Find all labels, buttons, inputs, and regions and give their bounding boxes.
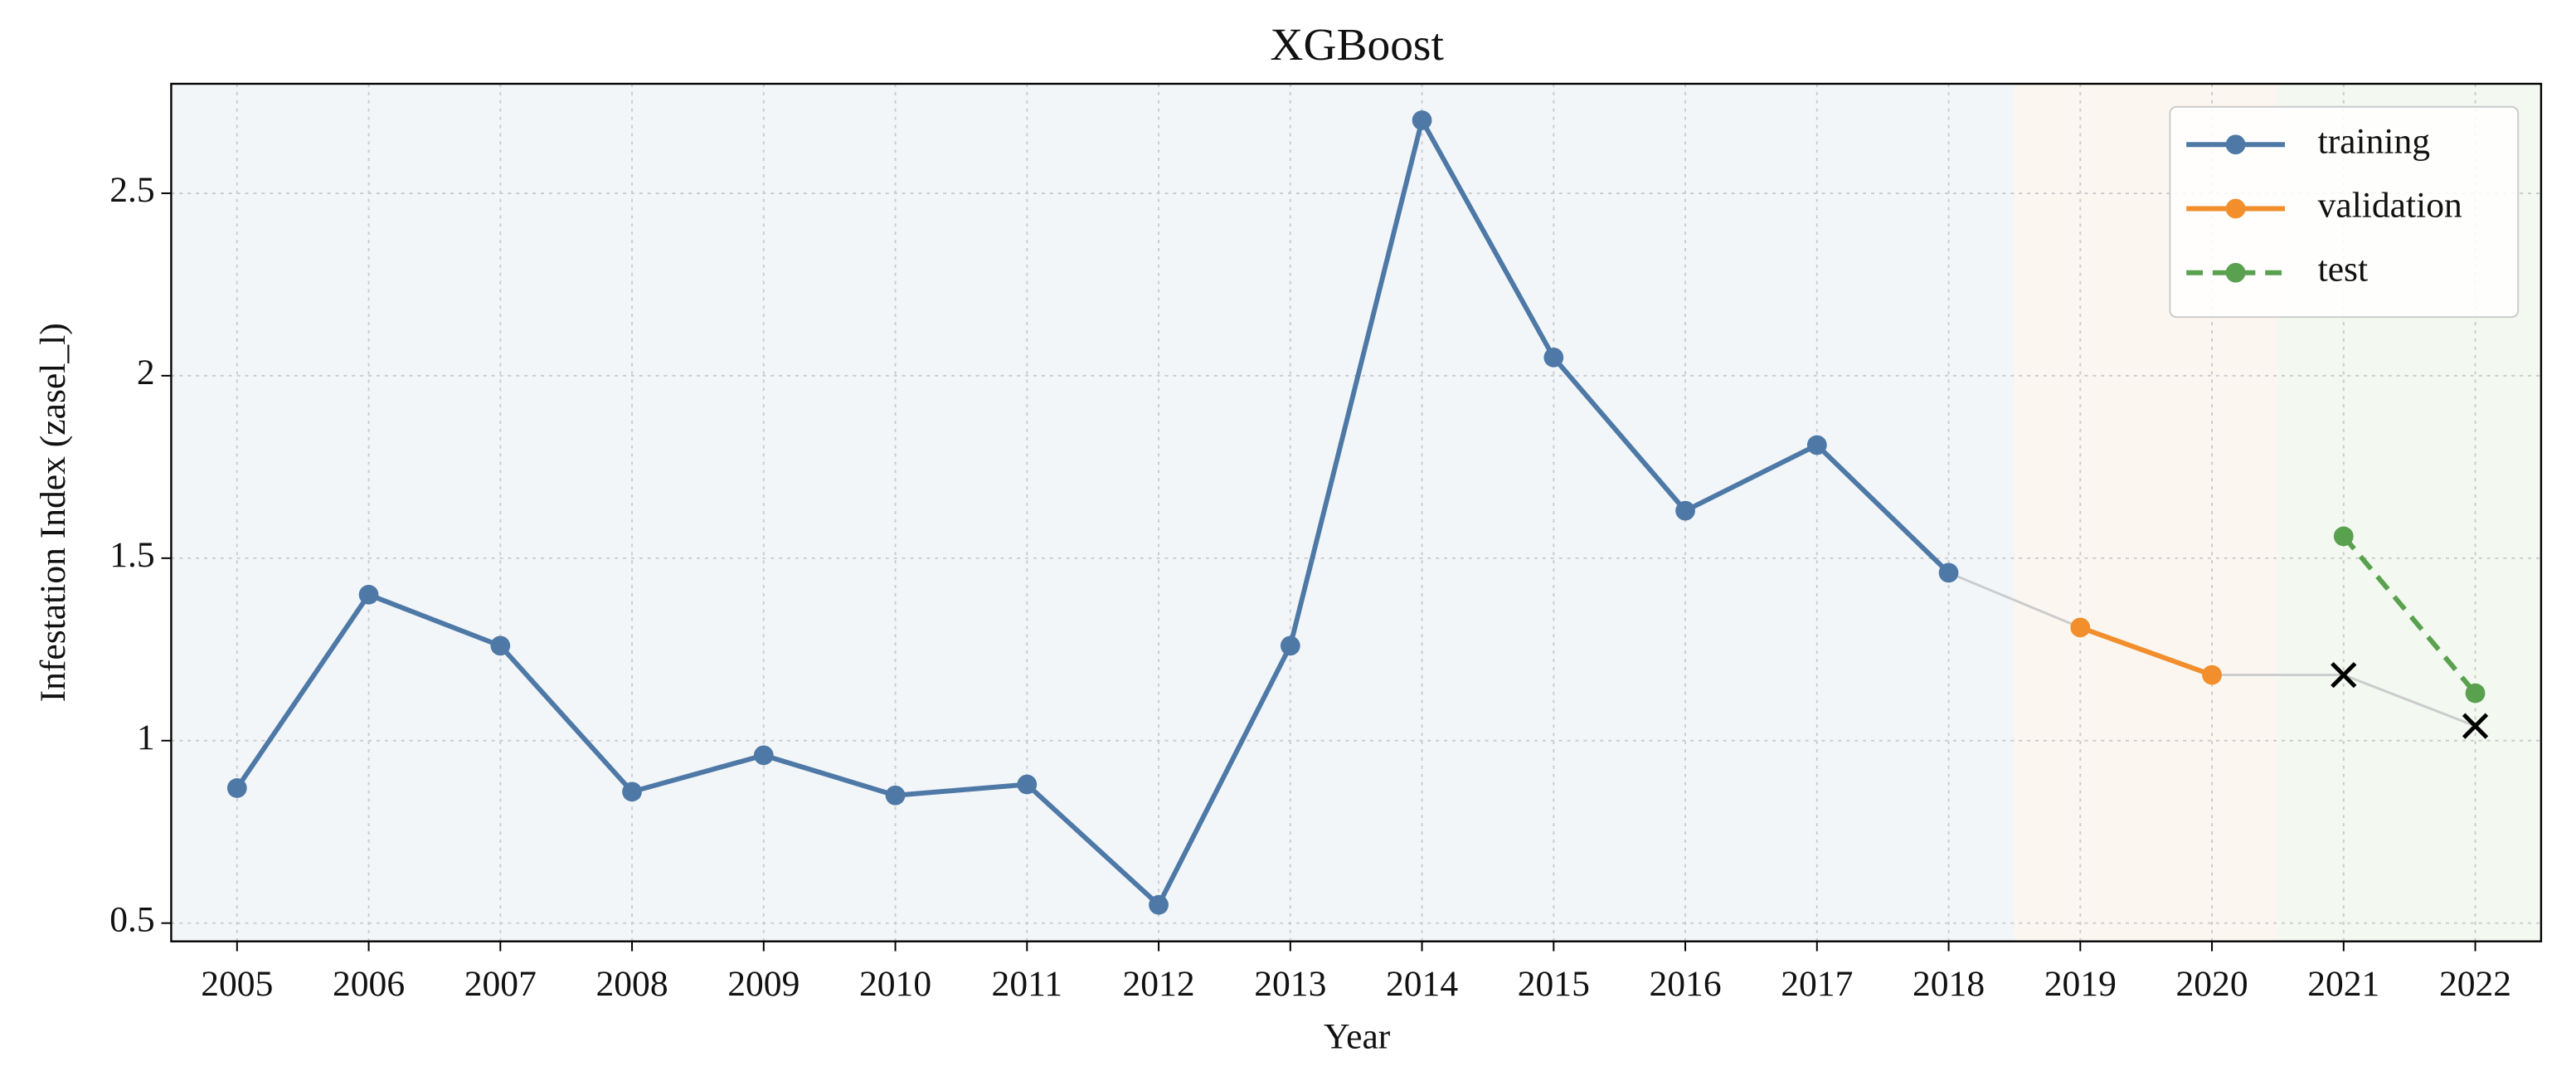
data-point [1280,635,1300,656]
data-point [1412,110,1432,130]
x-tick-label: 2011 [992,964,1062,1004]
series-line [2341,534,2477,695]
legend-dot [2225,134,2246,155]
y-tick-label: 0.5 [109,900,154,940]
x-tick-label: 2005 [201,964,273,1004]
y-tick-label: 2.5 [109,170,154,210]
y-tick-label: 1.5 [109,535,154,575]
x-tick-label: 2022 [2439,964,2511,1004]
legend-label: validation [2318,185,2462,225]
data-point [1806,435,1827,455]
series-line [2079,625,2214,678]
data-point [226,778,247,798]
data-point [622,782,642,802]
y-tick-label: 2 [137,353,155,392]
x-axis-label: Year [1324,1016,1391,1056]
x-tick-label: 2008 [596,964,668,1004]
legend-dot [2225,198,2246,219]
y-axis-label: Infestation Index (zasel_l) [33,323,73,702]
x-tick-label: 2012 [1123,964,1195,1004]
data-point [2465,683,2486,704]
chart-title: XGBoost [1270,19,1444,70]
legend-dot [2225,262,2246,283]
legend-label: training [2318,121,2430,161]
data-point [1938,562,1959,583]
x-tick-label: 2018 [1913,964,1985,1004]
data-point [753,745,774,766]
x-tick-label: 2015 [1518,964,1590,1004]
data-point [2202,665,2222,685]
legend-label: test [2318,250,2368,290]
data-point [1543,348,1564,368]
x-marker [2331,661,2357,689]
data-point [1017,774,1038,795]
data-point [2070,617,2091,638]
data-point [1675,500,1695,521]
data-point [1149,894,1169,915]
x-tick-label: 2017 [1781,964,1853,1004]
data-point [490,635,511,656]
x-tick-label: 2020 [2176,964,2248,1004]
series-line [235,113,1951,909]
data-point [358,584,379,605]
data-point [885,785,906,806]
x-tick-label: 2016 [1650,964,1722,1004]
x-tick-label: 2021 [2307,964,2379,1004]
data-point [2333,526,2354,547]
x-tick-label: 2007 [464,964,537,1004]
x-tick-label: 2006 [333,964,405,1004]
x-tick-label: 2009 [727,964,800,1004]
y-tick-label: 1 [137,718,155,757]
x-tick-label: 2014 [1386,964,1458,1004]
x-tick-label: 2013 [1254,964,1326,1004]
x-marker [2462,713,2489,739]
legend-box [2169,105,2520,319]
region-span [171,83,2015,942]
x-tick-label: 2010 [859,964,931,1004]
x-tick-label: 2019 [2044,964,2117,1004]
plot-frame [170,82,2543,942]
